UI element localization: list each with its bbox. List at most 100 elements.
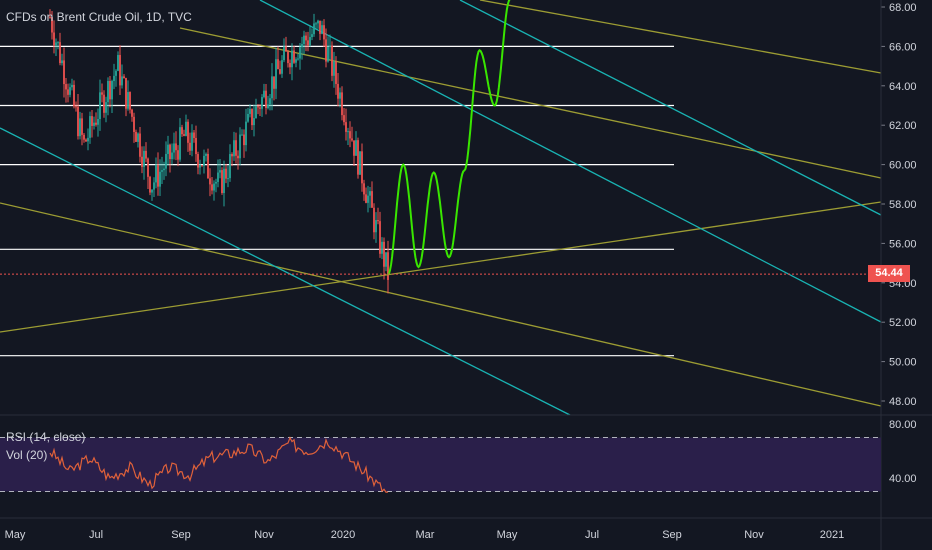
candle-body [93,122,95,126]
candle-body [331,45,333,76]
candle-body [299,47,301,59]
candle-body [359,151,361,175]
candle-body [323,25,325,40]
candle-body [357,140,359,175]
candle-body [355,140,357,156]
candle-body [91,116,93,126]
y-tick-label: 48.00 [889,396,917,408]
candle-body [125,78,127,109]
candle-body [301,44,303,48]
candle-body [375,220,377,233]
candle-body [283,46,285,61]
candle-body [97,119,99,125]
candle-body [279,69,281,74]
candle-body [247,113,249,122]
candle-body [373,207,375,233]
candle-body [311,34,313,38]
candle-body [271,76,273,99]
candle-body [237,155,239,159]
candle-body [363,183,365,195]
candle-body [371,191,373,208]
candle-body [203,155,205,166]
candle-body [181,127,183,135]
candle-body [219,170,221,173]
rsi-tick-label: 40.00 [889,473,917,485]
candle-body [129,92,131,110]
candle-body [123,76,125,79]
candle-body [231,154,233,157]
candle-body [187,121,189,143]
candle-body [287,51,289,64]
candle-body [361,151,363,184]
candle-body [65,84,67,90]
candle-body [367,195,369,203]
candle-body [121,76,123,86]
candle-body [55,42,57,46]
candle-body [229,154,231,179]
candle-body [101,92,103,95]
candle-body [175,143,177,151]
candle-body [215,181,217,184]
candle-body [147,158,149,177]
x-tick-label: Sep [662,529,682,541]
projection-path [387,0,511,276]
x-tick-label: May [497,529,518,541]
candle-body [257,106,259,108]
candle-body [385,252,387,267]
symbol-title: CFDs on Brent Crude Oil, 1D, TVC [6,10,192,24]
candle-body [113,75,115,82]
price-panel[interactable] [0,0,882,416]
candle-body [167,144,169,154]
candle-body [109,81,111,100]
candle-body [319,20,321,34]
candle-body [285,46,287,52]
candle-body [259,107,261,109]
last-price-badge: 54.44 [868,265,910,282]
candle-body [345,122,347,132]
candle-body [333,61,335,76]
vol-label: Vol (20) [6,448,48,462]
candle-body [179,127,181,160]
candle-body [289,63,291,68]
candle-body [149,176,151,193]
candle-body [369,191,371,196]
candle-body [221,170,223,194]
x-tick-label: 2020 [331,529,355,541]
candle-body [63,60,65,85]
candle-body [353,140,355,156]
candle-body [141,156,143,167]
candle-body [161,170,163,172]
candle-body [277,59,279,70]
y-tick-label: 68.00 [889,2,917,14]
candle-body [291,50,293,68]
x-tick-label: Nov [744,529,764,541]
candle-body [315,23,317,25]
candle-body [173,143,175,153]
candle-body [269,98,271,105]
y-tick-label: 56.00 [889,238,917,250]
rsi-panel[interactable] [0,436,881,493]
candle-body [339,92,341,99]
candle-body [381,241,383,254]
rsi-axis: 80.00 40.00 [889,419,917,485]
rsi-label: RSI (14, close) [6,430,86,444]
candle-body [329,45,331,47]
candle-body [191,132,193,151]
candle-body [81,118,83,135]
candle-body [163,168,165,171]
price-axis[interactable]: 68.0066.0064.0062.0060.0058.0056.0054.00… [881,2,917,408]
candle-body [379,221,381,254]
x-tick-label: Jul [585,529,599,541]
candle-body [131,109,133,117]
candle-body [305,35,307,41]
candle-body [255,106,257,119]
time-axis[interactable]: May Jul Sep Nov 2020 Mar May Jul Sep Nov 2021 [5,529,845,541]
candle-body [133,116,135,132]
y-tick-label: 64.00 [889,81,917,93]
candle-body [59,42,61,64]
candle-body [153,182,155,190]
candle-body [307,40,309,46]
candle-body [251,108,253,126]
y-tick-label: 62.00 [889,120,917,132]
